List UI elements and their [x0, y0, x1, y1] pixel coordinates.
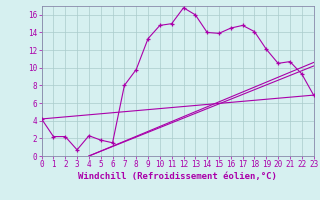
X-axis label: Windchill (Refroidissement éolien,°C): Windchill (Refroidissement éolien,°C)	[78, 172, 277, 181]
